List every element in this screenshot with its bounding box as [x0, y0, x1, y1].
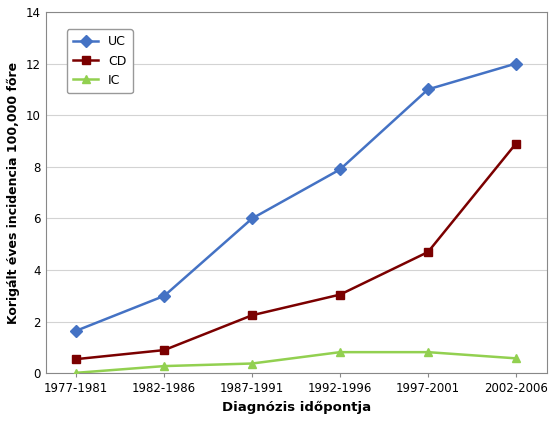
Line: UC: UC — [72, 59, 520, 335]
CD — [513, 141, 519, 146]
Line: CD: CD — [72, 139, 520, 363]
IC — [161, 364, 168, 369]
UC — [161, 293, 168, 298]
Line: IC: IC — [72, 348, 520, 377]
Legend: UC, CD, IC: UC, CD, IC — [67, 29, 132, 93]
CD — [337, 292, 343, 297]
UC — [73, 328, 79, 333]
UC — [425, 87, 432, 92]
Y-axis label: Korigált éves incidencia 100,000 főre: Korigált éves incidencia 100,000 főre — [7, 61, 20, 324]
IC — [249, 361, 255, 366]
IC — [513, 356, 519, 361]
IC — [337, 349, 343, 354]
IC — [73, 370, 79, 376]
CD — [249, 313, 255, 318]
UC — [513, 61, 519, 66]
UC — [249, 216, 255, 221]
IC — [425, 349, 432, 354]
UC — [337, 167, 343, 172]
CD — [425, 250, 432, 255]
CD — [73, 357, 79, 362]
CD — [161, 348, 168, 353]
X-axis label: Diagnózis időpontja: Diagnózis időpontja — [221, 401, 371, 414]
